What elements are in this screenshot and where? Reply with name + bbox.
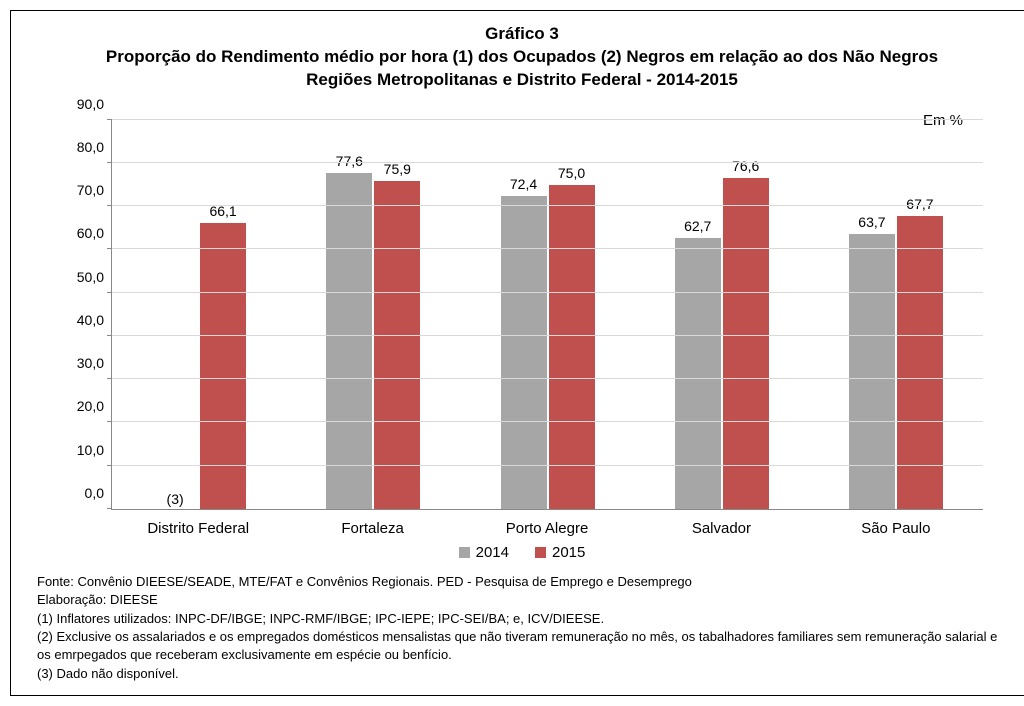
legend-label-2015: 2015 [552, 544, 585, 561]
y-tickmark [107, 248, 112, 249]
gridline [112, 378, 983, 379]
bar-2014: 72,4 [501, 196, 547, 509]
legend-item-2015: 2015 [535, 544, 585, 561]
x-label: Distrito Federal [111, 514, 285, 540]
y-tickmark [107, 378, 112, 379]
bar-group: 63,7 67,7 [809, 120, 983, 509]
legend: 2014 2015 [31, 544, 1013, 561]
x-label: São Paulo [809, 514, 983, 540]
y-tickmark [107, 292, 112, 293]
footnote-source: Fonte: Convênio DIEESE/SEADE, MTE/FAT e … [37, 573, 1007, 591]
bar-label: 67,7 [906, 196, 933, 212]
y-tick-label: 0,0 [54, 485, 104, 501]
chart-title-1: Gráfico 3 [31, 23, 1013, 46]
bar-label: 76,6 [732, 158, 759, 174]
bar-label: 62,7 [684, 218, 711, 234]
plot-region: (3)66,177,675,972,475,062,776,663,767,7 … [111, 120, 983, 510]
x-label: Salvador [634, 514, 808, 540]
footnote-3: (3) Dado não disponível. [37, 665, 1007, 683]
y-tick-label: 40,0 [54, 312, 104, 328]
gridline [112, 248, 983, 249]
bar-label: 72,4 [510, 176, 537, 192]
chart-title-block: Gráfico 3 Proporção do Rendimento médio … [31, 23, 1013, 92]
y-tick-label: 20,0 [54, 398, 104, 414]
bar-2014: 77,6 [326, 173, 372, 508]
legend-item-2014: 2014 [459, 544, 509, 561]
footnote-2: (2) Exclusive os assalariados e os empre… [37, 628, 1007, 663]
y-tickmark [107, 508, 112, 509]
bar-group: (3) 66,1 [112, 120, 286, 509]
y-tick-label: 80,0 [54, 139, 104, 155]
gridline [112, 465, 983, 466]
bar-label: 63,7 [858, 214, 885, 230]
gridline [112, 335, 983, 336]
y-tickmark [107, 119, 112, 120]
chart-frame: Gráfico 3 Proporção do Rendimento médio … [10, 10, 1024, 696]
chart-title-2: Proporção do Rendimento médio por hora (… [31, 46, 1013, 69]
bar-label: 75,0 [558, 165, 585, 181]
y-tick-label: 90,0 [54, 96, 104, 112]
gridline [112, 205, 983, 206]
y-tickmark [107, 421, 112, 422]
gridline [112, 119, 983, 120]
gridline [112, 421, 983, 422]
bar-group: 62,776,6 [635, 120, 809, 509]
bar-2015: 66,1 [200, 223, 246, 509]
footnote-elab: Elaboração: DIEESE [37, 591, 1007, 609]
y-tickmark [107, 335, 112, 336]
footnote-1: (1) Inflatores utilizados: INPC-DF/IBGE;… [37, 610, 1007, 628]
legend-label-2014: 2014 [476, 544, 509, 561]
x-axis-labels: Distrito FederalFortalezaPorto AlegreSal… [111, 514, 983, 540]
gridline [112, 162, 983, 163]
y-tick-label: 30,0 [54, 355, 104, 371]
x-label: Porto Alegre [460, 514, 634, 540]
bar-2014: 62,7 [675, 238, 721, 509]
chart-area: Em % (3)66,177,675,972,475,062,776,663,7… [81, 110, 993, 540]
y-tickmark [107, 465, 112, 466]
x-label: Fortaleza [285, 514, 459, 540]
footnotes: Fonte: Convênio DIEESE/SEADE, MTE/FAT e … [31, 573, 1013, 682]
gridline [112, 292, 983, 293]
y-tick-label: 50,0 [54, 269, 104, 285]
bar-2014: 63,7 [849, 234, 895, 509]
y-tick-label: 10,0 [54, 442, 104, 458]
bar-group: 77,675,9 [286, 120, 460, 509]
bar-label: 75,9 [384, 161, 411, 177]
y-tickmark [107, 162, 112, 163]
bar-group: 72,475,0 [460, 120, 634, 509]
y-tick-label: 60,0 [54, 225, 104, 241]
bar-groups: (3)66,177,675,972,475,062,776,663,767,7 [112, 120, 983, 509]
legend-swatch-2014 [459, 547, 470, 558]
legend-swatch-2015 [535, 547, 546, 558]
y-tickmark [107, 205, 112, 206]
nd-marker: (3) [167, 491, 184, 507]
y-tick-label: 70,0 [54, 182, 104, 198]
bar-2015: 76,6 [723, 178, 769, 509]
chart-title-3: Regiões Metropolitanas e Distrito Federa… [31, 69, 1013, 92]
bar-2015: 75,0 [549, 185, 595, 509]
bar-2015: 75,9 [374, 181, 420, 509]
